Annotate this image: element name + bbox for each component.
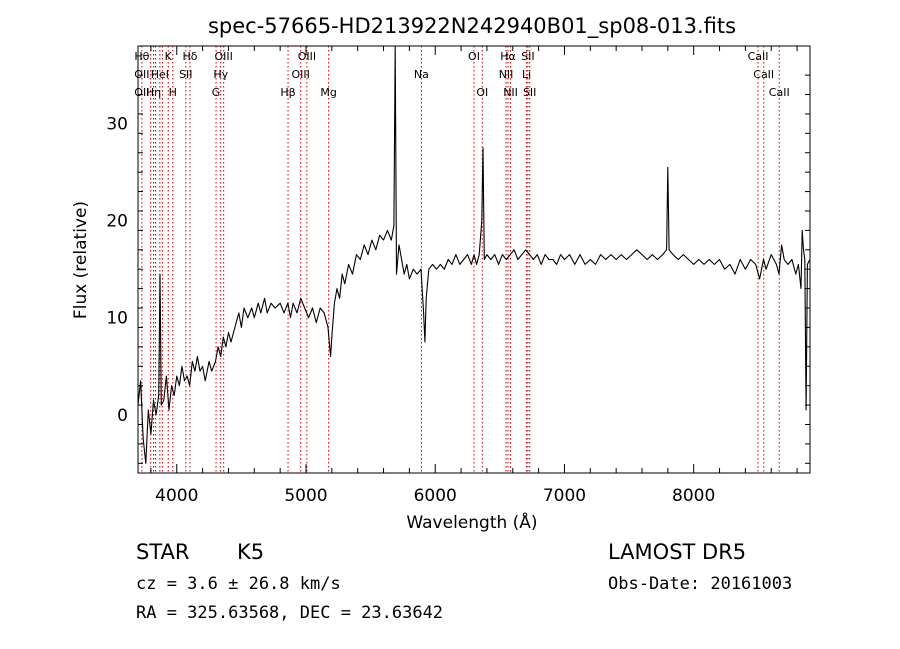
line-label: OI — [476, 86, 488, 99]
object-class: STAR — [136, 540, 190, 564]
y-tick-label: 0 — [117, 406, 128, 426]
line-label: Hη — [146, 86, 161, 99]
line-label: CaII — [753, 68, 774, 81]
line-label: H — [169, 86, 177, 99]
line-label: HeI — [151, 68, 169, 81]
object-subclass: K5 — [237, 540, 265, 564]
y-axis-label: Flux (relative) — [71, 201, 91, 319]
x-tick-label: 7000 — [543, 486, 586, 506]
observation-date: Obs-Date: 20161003 — [608, 574, 793, 594]
y-tick-label: 10 — [106, 309, 128, 329]
x-axis-label: Wavelength (Å) — [406, 511, 537, 533]
spectral-line-labels: HθOIIOIIHηHeIKHSIIHδGHγOIIIHβOIIIOIIIMgN… — [134, 50, 789, 99]
line-label: Hβ — [280, 86, 295, 99]
line-label: NII — [503, 86, 518, 99]
spectral-line-markers — [141, 46, 780, 473]
line-label: Hγ — [213, 68, 228, 81]
line-label: OIII — [298, 50, 316, 63]
coordinates: RA = 325.63568, DEC = 23.63642 — [136, 603, 444, 623]
line-label: Mg — [320, 86, 336, 99]
line-label: OIII — [292, 68, 310, 81]
line-label: Na — [414, 68, 429, 81]
spectrum-trace — [137, 45, 811, 464]
line-label: CaII — [748, 50, 769, 63]
line-label: Li — [522, 68, 531, 81]
survey-name: LAMOST DR5 — [608, 540, 747, 564]
x-tick-label: 5000 — [284, 486, 327, 506]
redshift-velocity: cz = 3.6 ± 26.8 km/s — [136, 574, 341, 594]
line-label: CaII — [769, 86, 790, 99]
x-tick-label: 6000 — [414, 486, 457, 506]
line-label: NII — [499, 68, 514, 81]
x-tick-label: 4000 — [155, 486, 198, 506]
chart-title: spec-57665-HD213922N242940B01_sp08-013.f… — [208, 14, 736, 39]
y-tick-label: 20 — [106, 212, 128, 232]
line-label: SII — [179, 68, 192, 81]
x-tick-label: 8000 — [672, 486, 715, 506]
line-label: G — [212, 86, 221, 99]
line-label: OI — [468, 50, 480, 63]
line-label: SII — [521, 50, 534, 63]
line-label: Hα — [500, 50, 516, 63]
line-label: OIII — [214, 50, 232, 63]
line-label: SII — [523, 86, 536, 99]
axes: 4000 5000 6000 7000 8000 0 10 20 30 — [106, 46, 810, 506]
plot-frame — [137, 45, 811, 474]
y-tick-label: 30 — [106, 115, 128, 135]
line-label: Hδ — [182, 50, 197, 63]
line-label: K — [165, 50, 173, 63]
line-label: OII — [134, 68, 149, 81]
line-label: Hθ — [134, 50, 149, 63]
